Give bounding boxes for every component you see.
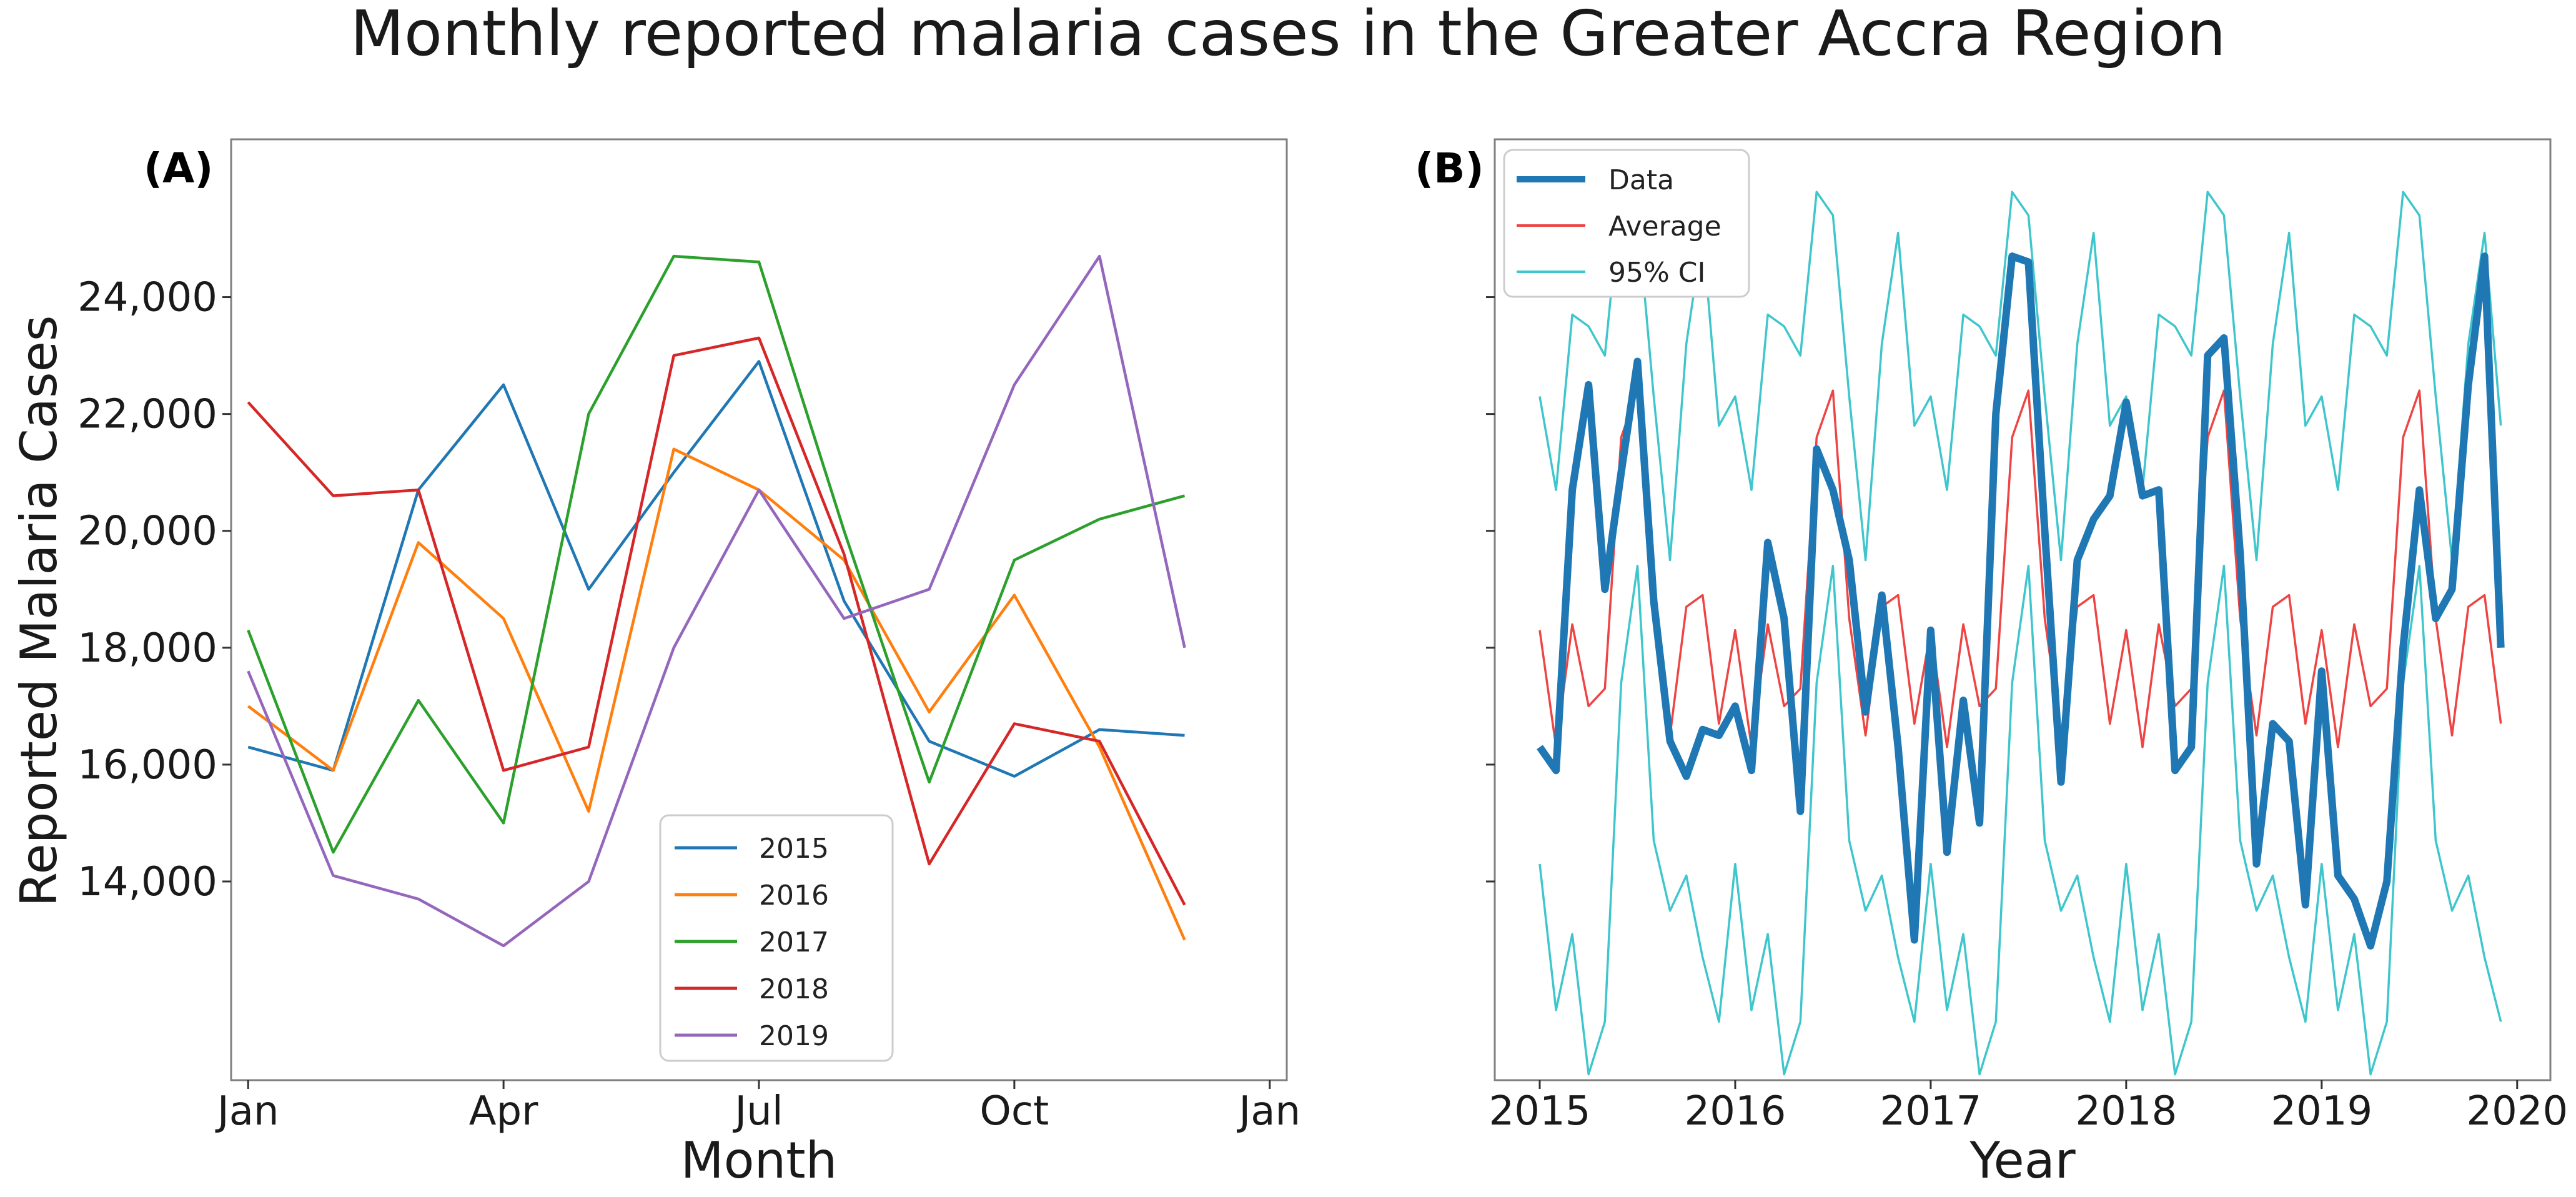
- x-tick-label: Oct: [980, 1088, 1049, 1135]
- x-tick-label: 2018: [2075, 1088, 2177, 1135]
- y-tick-label: 20,000: [77, 509, 217, 555]
- panel-b-x-axis-label: Year: [1969, 1131, 2075, 1190]
- series-line-2017: [247, 254, 1186, 854]
- legend-label-2017: 2017: [759, 926, 829, 958]
- series-line-2015: [247, 360, 1185, 778]
- panel-b: 2015 2016 2017 2018 2019 2020 (B) Year Data Av…: [1415, 138, 2568, 1190]
- legend-label-95-CI: 95% CI: [1608, 257, 1705, 289]
- panel-b-frame: [1494, 138, 2552, 1081]
- legend-label-Average: Average: [1608, 211, 1721, 242]
- y-tick-label: 22,000: [77, 392, 217, 438]
- average-line: [1538, 389, 2502, 748]
- panel-b-legend-box: [1503, 149, 1750, 298]
- y-tick-label: 18,000: [77, 625, 217, 672]
- panel-a-y-ticks: 14,000 16,000 18,000 20,000 22,000 24,000: [77, 275, 231, 905]
- ci-lower-line: [1538, 565, 2502, 1076]
- legend-label-2019: 2019: [759, 1020, 829, 1052]
- x-tick-label: Jul: [732, 1088, 783, 1135]
- y-tick-label: 14,000: [77, 859, 217, 905]
- panel-b-x-ticks: 2015 2016 2017 2018 2019 2020: [1489, 1080, 2568, 1135]
- panel-a-y-axis-label: Reported Malaria Cases: [10, 315, 68, 907]
- x-tick-label: Jan: [215, 1088, 279, 1135]
- panel-a-label: (A): [144, 144, 213, 192]
- x-tick-label: 2016: [1685, 1088, 1786, 1135]
- panel-a-series-group: [247, 254, 1186, 948]
- series-line-2016: [247, 447, 1186, 941]
- x-tick-label: Jan: [1236, 1088, 1300, 1135]
- x-tick-label: 2017: [1880, 1088, 1981, 1135]
- panel-b-series-group: [1537, 191, 2505, 1076]
- series-line-2018: [247, 336, 1186, 906]
- panel-a-legend: 2015 2016 2017 2018 2019: [659, 814, 894, 1062]
- x-tick-label: Apr: [469, 1088, 538, 1135]
- legend-label-2015: 2015: [759, 833, 829, 865]
- x-tick-label: 2019: [2271, 1088, 2372, 1135]
- panel-b-legend: Data Average 95% CI: [1503, 149, 1750, 298]
- y-tick-label: 16,000: [77, 742, 217, 788]
- data-line: [1537, 252, 2505, 950]
- panel-a-x-ticks: Jan Apr Jul Oct Jan: [215, 1080, 1300, 1135]
- x-tick-label: 2020: [2466, 1088, 2568, 1135]
- panel-b-y-ticks: [1486, 296, 1495, 883]
- chart-title: Monthly reported malaria cases in the Gr…: [350, 0, 2226, 70]
- panel-b-label: (B): [1415, 144, 1484, 192]
- panel-a-legend-box: [659, 814, 894, 1062]
- series-line-2019: [247, 254, 1186, 948]
- panel-a: Jan Apr Jul Oct Jan 14,000 16,000 18,000 20,000…: [10, 138, 1300, 1190]
- panel-a-x-axis-label: Month: [681, 1131, 838, 1190]
- x-tick-label: 2015: [1489, 1088, 1591, 1135]
- legend-label-Data: Data: [1608, 164, 1674, 196]
- legend-label-2018: 2018: [759, 973, 829, 1005]
- legend-label-2016: 2016: [759, 880, 829, 911]
- y-tick-label: 24,000: [77, 275, 217, 321]
